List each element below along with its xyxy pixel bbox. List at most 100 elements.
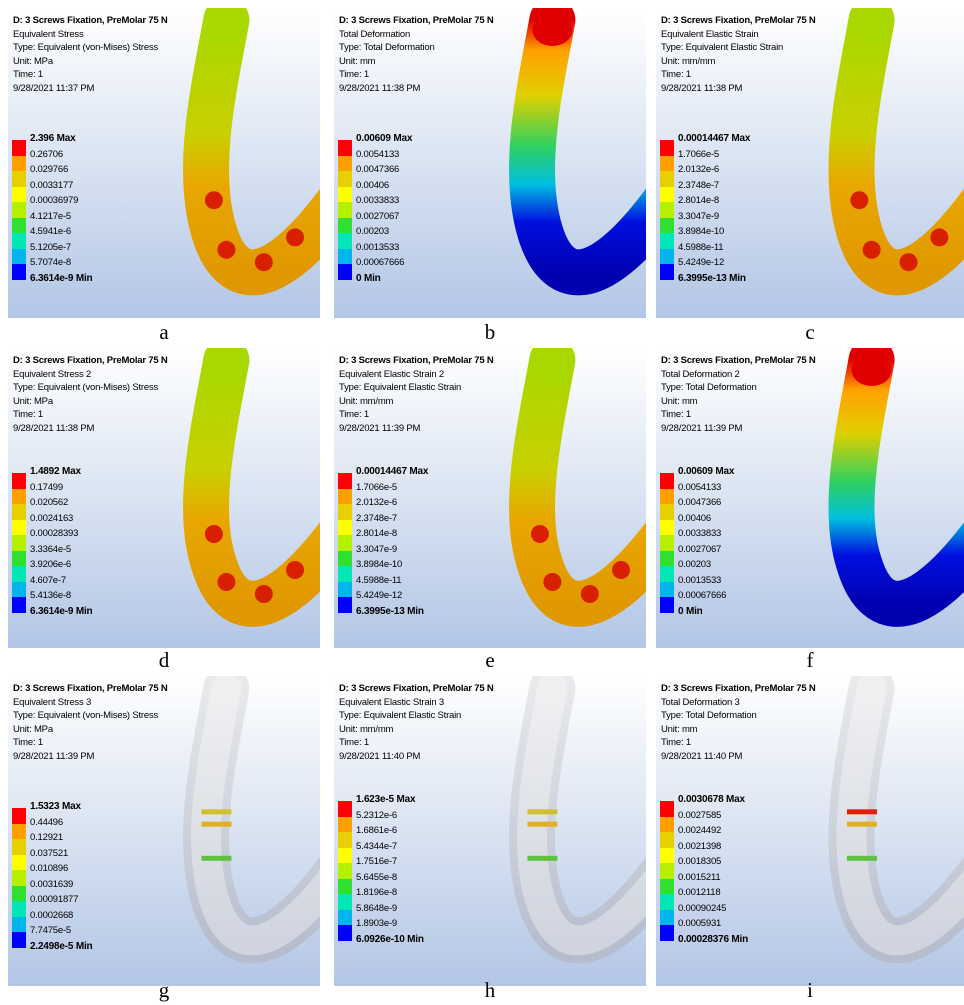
legend-label: 6.3995e-13 Min bbox=[356, 606, 424, 617]
result-panel: D: 3 Screws Fixation, PreMolar 75 NEquiv… bbox=[334, 348, 646, 648]
legend-swatch bbox=[338, 233, 352, 249]
header-line: Type: Equivalent (von-Mises) Stress bbox=[13, 41, 168, 55]
screw bbox=[527, 809, 557, 814]
legend-swatch bbox=[338, 832, 352, 848]
header-line: Time: 1 bbox=[13, 408, 168, 422]
legend-label: 0.00609 Max bbox=[678, 466, 734, 477]
legend-label: 5.4249e-12 bbox=[678, 257, 724, 268]
legend-swatch bbox=[12, 249, 26, 265]
legend-label: 0.00406 bbox=[678, 513, 711, 524]
result-panel: D: 3 Screws Fixation, PreMolar 75 NEquiv… bbox=[8, 676, 320, 986]
legend-label: 2.3748e-7 bbox=[678, 180, 719, 191]
legend-label: 0.0005931 bbox=[678, 918, 721, 929]
header-line: 9/28/2021 11:40 PM bbox=[339, 750, 494, 764]
header-line: 9/28/2021 11:37 PM bbox=[13, 82, 168, 96]
header-line: 9/28/2021 11:38 PM bbox=[13, 422, 168, 436]
stress-spot bbox=[863, 241, 881, 259]
legend-swatch bbox=[660, 879, 674, 895]
header-line: Type: Equivalent Elastic Strain bbox=[339, 709, 494, 723]
legend-swatch bbox=[12, 824, 26, 840]
legend-label: 0.0024163 bbox=[30, 513, 73, 524]
legend-swatch bbox=[338, 817, 352, 833]
legend-swatch bbox=[12, 171, 26, 187]
legend-label: 0.00028393 bbox=[30, 528, 78, 539]
header-line: Equivalent Elastic Strain 2 bbox=[339, 368, 494, 382]
stress-spot bbox=[205, 191, 223, 209]
legend-label: 0.0033833 bbox=[678, 528, 721, 539]
header-line: Type: Equivalent Elastic Strain bbox=[661, 41, 816, 55]
legend-label: 1.8903e-9 bbox=[356, 918, 397, 929]
stress-spot bbox=[850, 191, 868, 209]
legend-swatch bbox=[660, 187, 674, 203]
result-panel: D: 3 Screws Fixation, PreMolar 75 NTotal… bbox=[656, 676, 964, 986]
condyle bbox=[532, 14, 572, 46]
legend-swatch bbox=[660, 535, 674, 551]
legend-label: 0.0030678 Max bbox=[678, 794, 745, 805]
caption: a bbox=[144, 320, 184, 345]
legend-label: 0.020562 bbox=[30, 497, 68, 508]
header-line: Equivalent Elastic Strain 3 bbox=[339, 696, 494, 710]
legend-label: 5.2312e-6 bbox=[356, 810, 397, 821]
legend-label: 3.3047e-9 bbox=[678, 211, 719, 222]
header-line: Type: Equivalent Elastic Strain bbox=[339, 381, 494, 395]
legend-label: 3.8984e-10 bbox=[678, 226, 724, 237]
stress-spot bbox=[217, 573, 235, 591]
condyle bbox=[206, 354, 246, 386]
legend-swatch bbox=[12, 156, 26, 172]
legend-swatch bbox=[12, 233, 26, 249]
legend-swatch bbox=[338, 156, 352, 172]
header-line: Time: 1 bbox=[339, 408, 494, 422]
legend-label: 0.0047366 bbox=[678, 497, 721, 508]
header-line: Unit: mm bbox=[661, 723, 816, 737]
legend-label: 0.037521 bbox=[30, 848, 68, 859]
header-line: Type: Total Deformation bbox=[661, 709, 816, 723]
header-line: 9/28/2021 11:39 PM bbox=[339, 422, 494, 436]
legend-swatch bbox=[660, 925, 674, 941]
legend-swatch bbox=[660, 156, 674, 172]
legend-swatch bbox=[338, 597, 352, 613]
legend-label: 6.0926e-10 Min bbox=[356, 934, 424, 945]
header-line: Unit: MPa bbox=[13, 723, 168, 737]
legend-label: 1.8196e-8 bbox=[356, 887, 397, 898]
legend-label: 0.0012118 bbox=[678, 887, 720, 898]
stress-spot bbox=[217, 241, 235, 259]
legend-swatch bbox=[12, 218, 26, 234]
legend-label: 2.8014e-8 bbox=[356, 528, 397, 539]
legend-label: 1.623e-5 Max bbox=[356, 794, 415, 805]
legend-swatch bbox=[338, 520, 352, 536]
legend-label: 6.3614e-9 Min bbox=[30, 273, 92, 284]
legend-swatch bbox=[338, 489, 352, 505]
header-line: Time: 1 bbox=[13, 736, 168, 750]
legend-label: 1.7516e-7 bbox=[356, 856, 397, 867]
legend-swatch bbox=[338, 249, 352, 265]
caption: f bbox=[790, 648, 830, 673]
header-line: Time: 1 bbox=[661, 736, 816, 750]
legend-label: 0.26706 bbox=[30, 149, 63, 160]
caption: d bbox=[144, 648, 184, 673]
legend-label: 2.0132e-6 bbox=[356, 497, 397, 508]
legend-label: 0.0024492 bbox=[678, 825, 721, 836]
legend-swatch bbox=[12, 870, 26, 886]
legend-label: 1.7066e-5 bbox=[678, 149, 719, 160]
legend-swatch bbox=[338, 264, 352, 280]
legend-swatch bbox=[338, 894, 352, 910]
legend-label: 0.0054133 bbox=[678, 482, 721, 493]
legend-label: 6.3614e-9 Min bbox=[30, 606, 92, 617]
legend-label: 0.0021398 bbox=[678, 841, 721, 852]
legend-swatch bbox=[12, 808, 26, 824]
legend-label: 0 Min bbox=[356, 273, 381, 284]
legend-label: 5.4136e-8 bbox=[30, 590, 71, 601]
legend-label: 6.3995e-13 Min bbox=[678, 273, 746, 284]
legend-label: 0.00028376 Min bbox=[678, 934, 748, 945]
legend-label: 1.5323 Max bbox=[30, 801, 81, 812]
header: D: 3 Screws Fixation, PreMolar 75 NEquiv… bbox=[661, 14, 816, 95]
legend-swatch bbox=[660, 894, 674, 910]
legend-swatch bbox=[338, 925, 352, 941]
condyle bbox=[206, 14, 246, 46]
result-panel: D: 3 Screws Fixation, PreMolar 75 NEquiv… bbox=[8, 348, 320, 648]
legend-swatch bbox=[338, 863, 352, 879]
legend-swatch bbox=[660, 218, 674, 234]
legend-swatch bbox=[12, 264, 26, 280]
header-line: Unit: mm/mm bbox=[339, 395, 494, 409]
